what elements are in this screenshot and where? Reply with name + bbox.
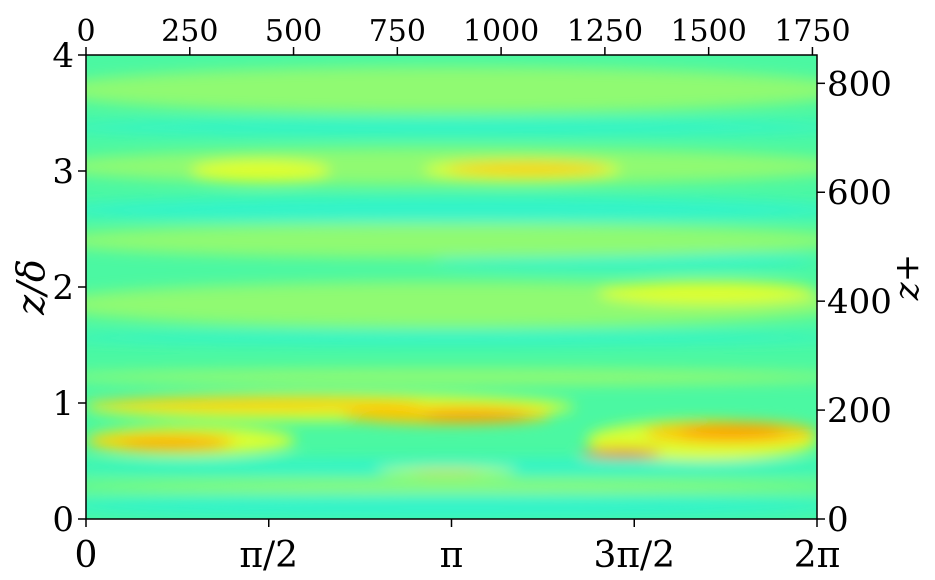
x-top-tick-label: 1750 (774, 14, 850, 49)
x-top-tick-label: 750 (369, 14, 426, 49)
heatmap-region-cyan (86, 196, 817, 224)
heatmap-region-green (86, 66, 817, 113)
x-top-tick-label: 1500 (670, 14, 746, 49)
y-left-tick-label: 0 (52, 500, 74, 540)
x-bottom-tick-label: 2π (794, 535, 841, 576)
y-right-tick-label: 400 (827, 282, 892, 322)
heatmap-region-dark_orange (679, 426, 785, 438)
y-left-tick-label: 4 (52, 36, 74, 76)
plot-area (86, 55, 817, 519)
heatmap-region-cyan (86, 118, 817, 137)
x-top-tick-label: 1000 (463, 14, 539, 49)
heatmap-region-cyan (86, 458, 817, 475)
x-top-tick-label: 1250 (567, 14, 643, 49)
axis-tick-labels: 0 π/2 π 3π/2 2π0 250 500 750 1000 1250 1500 1750012… (52, 14, 892, 576)
heatmap-region-dark_orange (423, 409, 529, 421)
heatmap-region-green (86, 223, 817, 258)
x-top-tick-label: 500 (265, 14, 322, 49)
y-left-tick-label: 3 (52, 152, 74, 192)
heatmap-region-green (86, 479, 817, 494)
y-right-tick-label: 600 (827, 173, 892, 213)
axis-ticks (78, 47, 825, 527)
y-right-axis-title: z+ (887, 254, 927, 301)
heatmap-region-yellow (190, 159, 331, 183)
y-right-tick-label: 200 (827, 391, 892, 431)
heatmap-region-orange (86, 398, 424, 410)
x-bottom-tick-label: π (440, 535, 464, 576)
y-right-tick-label: 800 (827, 64, 892, 104)
x-bottom-tick-label: π/2 (239, 535, 298, 576)
axis-titles: z/δ z+ (9, 254, 927, 316)
y-right-tick-label: 0 (827, 500, 849, 540)
heatmap-region-red (580, 449, 662, 458)
x-bottom-tick-label: 3π/2 (593, 535, 675, 576)
x-top-tick-label: 0 (76, 14, 95, 49)
x-bottom-tick-label: 0 (75, 535, 98, 576)
heatmap-region-green (86, 368, 817, 386)
y-left-tick-label: 2 (52, 268, 74, 308)
y-left-tick-label: 1 (52, 384, 74, 424)
y-left-axis-title: z/δ (9, 259, 53, 316)
heatmap-region-yellow (597, 281, 817, 305)
heatmap-region-orange (411, 470, 482, 474)
heatmap-region-cyan (86, 493, 817, 519)
heatmap-region-orange (446, 162, 610, 175)
heatmap-region-dark_orange (120, 440, 226, 450)
heatmap-fields (86, 66, 817, 519)
x-top-tick-label: 250 (161, 14, 218, 49)
heatmap-region-cyan (86, 331, 817, 345)
